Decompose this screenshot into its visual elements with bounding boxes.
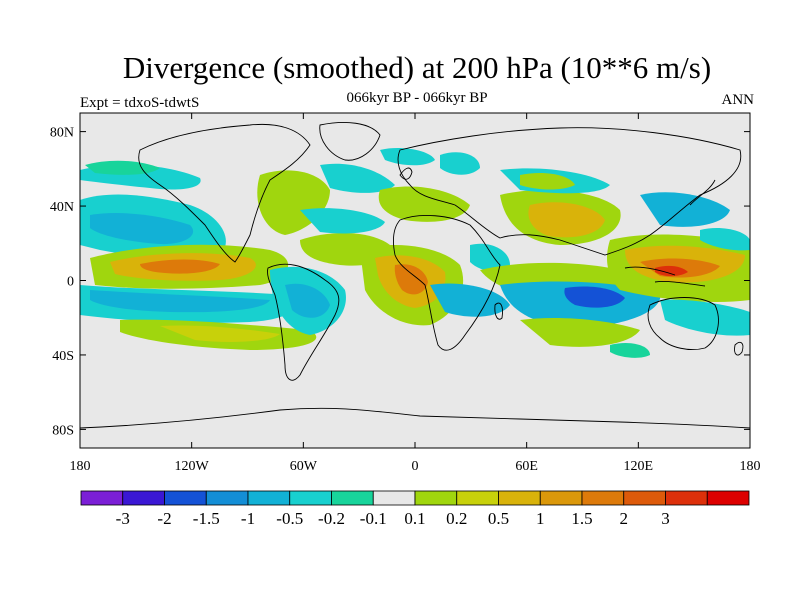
plot-title: Divergence (smoothed) at 200 hPa (10**6 … — [122, 50, 712, 85]
y-axis: 80N 40N 0 40S 80S — [50, 126, 750, 438]
x-tick-label: 120W — [175, 459, 210, 474]
y-tick-label: 80N — [50, 126, 74, 141]
field-region — [610, 343, 650, 358]
field-region — [470, 243, 510, 272]
colorbar-label: 0.2 — [446, 509, 467, 528]
x-tick-label: 180 — [740, 459, 761, 474]
y-tick-label: 0 — [67, 275, 74, 290]
colorbar-swatch — [205, 490, 249, 506]
colorbar-label: 0.1 — [404, 509, 425, 528]
field-region — [655, 265, 688, 277]
coastline-indonesia — [624, 266, 706, 287]
field-region — [160, 325, 280, 342]
colorbar-swatch — [665, 490, 708, 506]
coastline-japan — [689, 179, 716, 206]
field-region — [430, 283, 510, 317]
field-region — [528, 202, 605, 238]
colorbar-label: -1 — [241, 509, 255, 528]
coastline-greenland — [319, 122, 381, 161]
colorbar-label: 1 — [536, 509, 545, 528]
colorbar-swatch — [122, 490, 165, 506]
colorbar-swatch — [247, 490, 291, 506]
y-tick-label: 80S — [52, 423, 74, 438]
field-region — [640, 192, 730, 227]
field-region — [85, 160, 160, 175]
divergence-field — [80, 148, 750, 358]
field-region — [394, 264, 428, 295]
field-region — [90, 290, 270, 313]
colorbar-swatch — [80, 490, 124, 506]
x-tick-label: 0 — [412, 459, 419, 474]
coastline-north-america — [138, 123, 311, 263]
coastlines — [80, 122, 750, 429]
y-tick-label: 40S — [52, 349, 74, 364]
field-region — [440, 152, 480, 175]
colorbar-swatch — [414, 490, 458, 506]
colorbar-label: 0.5 — [488, 509, 509, 528]
coastline-eurasia — [397, 127, 742, 256]
colorbar-label: -3 — [116, 509, 130, 528]
x-tick-label: 60E — [515, 459, 538, 474]
coastline-madagascar — [494, 302, 503, 320]
experiment-label: Expt = tdxoS-tdwtS — [80, 95, 200, 111]
colorbar-swatch — [706, 490, 750, 506]
coastline-new-zealand — [734, 341, 744, 356]
colorbar-swatch — [623, 490, 666, 506]
field-region — [564, 286, 625, 308]
colorbar-label: 1.5 — [571, 509, 592, 528]
plot-subtitle: 066kyr BP - 066kyr BP — [346, 90, 488, 106]
colorbar-swatch — [456, 490, 499, 506]
colorbar-swatch — [289, 490, 332, 506]
field-region — [700, 228, 750, 251]
colorbar: -3 -2 -1.5 -1 -0.5 -0.2 -0.1 0.1 0.2 0.5 1 1.5 2 3 — [80, 490, 750, 528]
colorbar-label: -0.2 — [318, 509, 345, 528]
colorbar-swatch — [539, 490, 583, 506]
colorbar-swatch — [498, 490, 541, 506]
colorbar-swatch — [581, 490, 625, 506]
field-region — [520, 318, 640, 347]
season-label: ANN — [721, 92, 755, 108]
colorbar-label: -1.5 — [193, 509, 220, 528]
coastline-south-america — [267, 263, 340, 381]
x-tick-label: 120E — [624, 459, 654, 474]
x-tick-label: 60W — [290, 459, 318, 474]
field-region — [660, 299, 750, 336]
coastline-antarctica — [80, 407, 750, 429]
colorbar-label: -0.1 — [360, 509, 387, 528]
field-region — [300, 208, 385, 234]
coastline-uk — [399, 167, 413, 180]
x-axis: 180 120W 60W 0 60E 120E 180 — [70, 113, 761, 474]
colorbar-label: 2 — [620, 509, 629, 528]
colorbar-swatch — [372, 490, 416, 506]
colorbar-swatch — [331, 490, 374, 506]
coastline-australia — [647, 297, 719, 350]
field-region — [90, 213, 194, 245]
field-region — [378, 186, 470, 222]
colorbar-swatch — [164, 490, 207, 506]
colorbar-label: -0.5 — [276, 509, 303, 528]
colorbar-label: 3 — [661, 509, 670, 528]
field-region — [520, 173, 575, 190]
field-region — [285, 283, 330, 318]
field-region — [140, 259, 220, 274]
field-region — [380, 148, 435, 166]
coastline-africa — [392, 215, 501, 351]
y-tick-label: 40N — [50, 200, 74, 215]
colorbar-label: -2 — [157, 509, 171, 528]
x-tick-label: 180 — [70, 459, 91, 474]
field-region — [320, 163, 395, 193]
